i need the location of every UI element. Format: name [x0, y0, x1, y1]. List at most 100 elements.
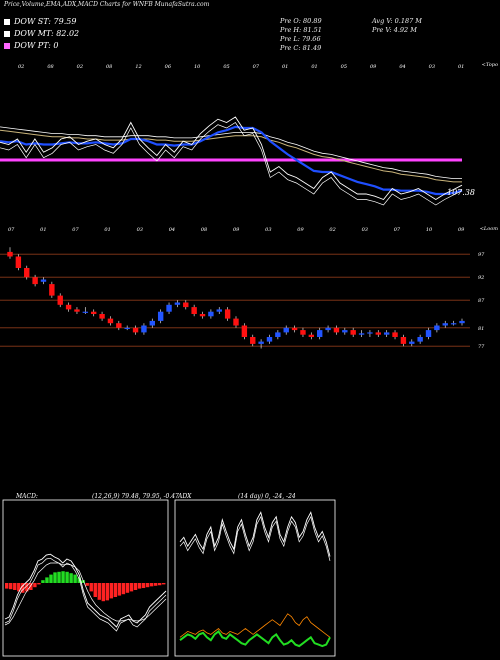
ema-panel: <Topo 02 08 02 08 12 06 10 05 07 01 01 05 09 04 03 01 0…: [0, 62, 498, 233]
ema-bottom-date-9: 09: [297, 227, 304, 233]
ema-top-date-0: 02: [18, 64, 24, 70]
candle-body-35: [300, 330, 306, 335]
macd-hist-bar-5: [25, 583, 29, 592]
macd-hist-bar-4: [21, 583, 25, 593]
candle-body-13: [116, 323, 122, 328]
candle-body-12: [107, 318, 114, 324]
macd-hist-bar-31: [129, 583, 134, 592]
macd-hist-bar-16: [69, 573, 73, 583]
candle-y-tick-2: 87: [478, 298, 485, 304]
candle-body-19: [166, 304, 172, 312]
macd-line-echo: [4, 557, 167, 632]
ema-bottom-date-4: 03: [137, 227, 143, 233]
ema-top-date-4: 12: [135, 64, 141, 70]
ema-top-date-9: 01: [282, 64, 288, 70]
adx-params: (14 day) 0, -24, -24: [238, 493, 296, 500]
candle-body-44: [375, 332, 381, 335]
candle-body-4: [40, 279, 47, 282]
macd-hist-bar-1: [9, 583, 13, 590]
candle-body-40: [342, 330, 348, 333]
candle-body-15: [132, 327, 139, 333]
ema-top-date-11: 05: [341, 64, 347, 70]
ema-bottom-date-12: 07: [394, 227, 401, 233]
candle-y-tick-0: 97: [478, 252, 485, 258]
ema-top-date-13: 04: [399, 64, 405, 70]
candle-body-1: [15, 256, 22, 268]
candle-body-7: [65, 304, 72, 310]
candle-body-3: [32, 277, 38, 285]
candle-body-37: [317, 330, 323, 337]
candle-body-51: [434, 325, 440, 331]
macd-hist-bar-3: [17, 583, 21, 592]
macd-hist-bar-26: [109, 583, 114, 599]
candle-body-45: [383, 332, 390, 335]
ema-top-date-8: 07: [253, 64, 260, 70]
macd-hist-bar-17: [73, 574, 77, 583]
candle-body-28: [241, 325, 248, 337]
ema-bottom-date-6: 08: [201, 227, 207, 233]
macd-hist-bar-34: [141, 583, 146, 589]
candle-corner-label: <Loom: [480, 226, 499, 232]
candle-body-17: [149, 320, 155, 326]
ema-price-line-echo: [0, 122, 463, 206]
stat-close: Pre C: 81.49: [280, 44, 322, 52]
candle-body-20: [174, 302, 181, 305]
macd-hist-bar-6: [29, 583, 33, 590]
macd-hist-bar-25: [105, 583, 110, 601]
macd-hist-bar-23: [97, 583, 101, 600]
macd-hist-bar-10: [45, 577, 49, 583]
macd-hist-bar-37: [153, 583, 158, 586]
candle-body-53: [450, 323, 457, 325]
macd-params: (12,26,9) 79.48, 79.95, -0.47: [92, 493, 179, 500]
ema-bottom-date-11: 03: [362, 227, 368, 233]
candle-body-2: [24, 268, 30, 278]
macd-hist-bar-22: [93, 583, 97, 597]
legend-label: DOW MT: 82.02: [14, 29, 80, 38]
candle-body-23: [199, 314, 206, 317]
ema-bottom-date-10: 02: [329, 227, 335, 233]
candle-body-49: [417, 337, 423, 342]
candle-y-tick-1: 92: [478, 275, 484, 281]
candle-body-25: [216, 309, 222, 312]
adx-line-echo: [179, 515, 331, 561]
macd-hist-bar-32: [133, 583, 138, 590]
candle-body-33: [283, 327, 289, 333]
candle-body-11: [99, 314, 105, 319]
candle-body-47: [400, 337, 407, 344]
macd-hist-bar-2: [13, 583, 17, 590]
macd-histogram: [5, 571, 166, 602]
macd-hist-bar-27: [113, 583, 118, 597]
adx-line: [179, 511, 331, 557]
ema-bottom-date-14: 09: [458, 227, 465, 233]
macd-hist-bar-15: [65, 571, 69, 583]
adx-panel: [174, 499, 336, 657]
candle-body-5: [49, 284, 55, 296]
candle-body-16: [141, 325, 147, 333]
macd-hist-bar-24: [101, 583, 106, 602]
ema-bottom-date-labels: 07 01 07 01 03 04 08 09 03 09 02 03 07 10 09: [8, 227, 465, 233]
ema-top-date-10: 01: [311, 64, 317, 70]
ema-bottom-date-8: 03: [265, 227, 271, 233]
macd-hist-bar-12: [53, 572, 57, 583]
legend-swatch-icon: [4, 19, 10, 25]
macd-hist-bar-20: [85, 583, 89, 586]
stat-open: Pre O: 80.89: [280, 17, 322, 25]
stat-high: Pre H: 81.51: [280, 26, 322, 34]
candle-body-31: [266, 337, 273, 342]
macd-hist-bar-0: [5, 583, 9, 589]
adx-label: ADX: [178, 493, 192, 500]
stat-prev-volume: Pre V: 4.92 M: [372, 26, 417, 34]
ema-long-line: [0, 129, 462, 183]
candle-y-tick-3: 81: [478, 326, 484, 332]
candle-body-43: [367, 332, 373, 334]
legend-dow-mt: DOW MT: 82.02: [4, 29, 79, 39]
candle-body-54: [459, 320, 465, 324]
ema-bottom-date-5: 04: [169, 227, 175, 233]
candle-body-27: [233, 318, 239, 326]
candle-body-26: [224, 309, 231, 319]
legend-label: DOW PT: 0: [14, 41, 59, 50]
ema-top-date-5: 06: [165, 64, 172, 70]
ema-bottom-date-0: 07: [8, 227, 15, 233]
ema-top-date-6: 10: [194, 64, 201, 70]
